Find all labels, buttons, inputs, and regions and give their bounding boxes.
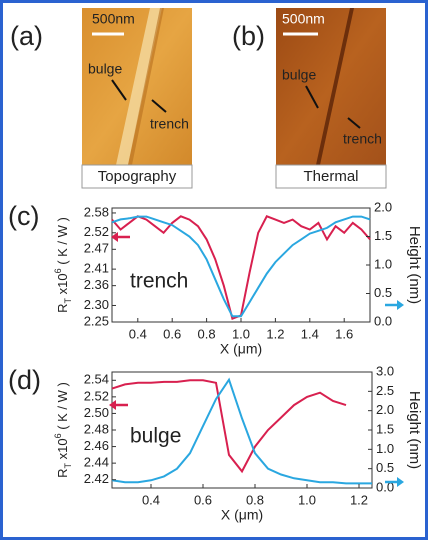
annotation: trench — [130, 270, 188, 293]
y-tick-label: 2.36 — [84, 277, 109, 292]
caption: Topography — [98, 168, 177, 185]
annotation: bulge — [88, 61, 122, 77]
x-axis-label: X (μm) — [220, 341, 262, 357]
y2-tick-label: 0.5 — [376, 460, 394, 475]
x-tick-label: 0.8 — [246, 492, 264, 507]
y2-tick-label: 3.0 — [376, 363, 394, 378]
x-axis-label: X (μm) — [221, 507, 263, 523]
y-tick-label: 2.41 — [84, 261, 109, 276]
x-tick-label: 0.6 — [194, 492, 212, 507]
axis-arrow-head — [397, 477, 404, 487]
figure: (a) 500nm bulge trench Topography (b) 50… — [0, 0, 428, 540]
page: {"images": [ {"label": "(a)", "scale": "… — [0, 0, 428, 540]
y-tick-label: 2.46 — [84, 438, 109, 453]
annotation: trench — [343, 131, 382, 147]
y-axis-label-part: x10 — [55, 438, 70, 463]
y2-tick-label: 2.0 — [376, 402, 394, 417]
x-tick-label: 0.8 — [198, 326, 216, 341]
x-tick-label: 0.4 — [142, 492, 160, 507]
y2-tick-label: 2.0 — [374, 199, 392, 214]
y-tick-label: 2.47 — [84, 241, 109, 256]
x-tick-label: 0.4 — [129, 326, 147, 341]
annotation: trench — [150, 116, 189, 132]
panel-label: (c) — [8, 201, 39, 231]
y-axis-label: RT x106 ( K / W ) — [53, 217, 73, 313]
y-tick-label: 2.44 — [84, 455, 109, 470]
y-axis-label-part: x10 — [55, 273, 70, 298]
y-tick-label: 2.50 — [84, 405, 109, 420]
annotation: bulge — [282, 67, 316, 83]
y-axis-label: RT x106 ( K / W ) — [53, 382, 73, 478]
axis-arrow-head — [397, 300, 404, 310]
y2-axis-label: Height (nm) — [406, 226, 423, 304]
x-tick-label: 1.0 — [232, 326, 250, 341]
x-tick-label: 0.6 — [163, 326, 181, 341]
y-axis-label-part: R — [55, 303, 70, 312]
data-line — [112, 216, 370, 318]
x-tick-label: 1.0 — [298, 492, 316, 507]
panel-label: (b) — [232, 21, 265, 51]
y-tick-label: 2.48 — [84, 421, 109, 436]
y2-tick-label: 1.0 — [376, 441, 394, 456]
y2-tick-label: 1.5 — [374, 228, 392, 243]
scale-label: 500nm — [92, 11, 135, 27]
y-tick-label: 2.25 — [84, 313, 109, 328]
x-tick-label: 1.2 — [350, 492, 368, 507]
x-tick-label: 1.6 — [335, 326, 353, 341]
y2-tick-label: 0.5 — [374, 285, 392, 300]
y-axis-label-part: R — [55, 468, 70, 477]
x-tick-label: 1.2 — [266, 326, 284, 341]
caption: Thermal — [303, 168, 358, 185]
y-tick-label: 2.54 — [84, 372, 109, 387]
y-tick-label: 2.58 — [84, 204, 109, 219]
y-axis-label-part: ( K / W ) — [55, 217, 70, 268]
panel-label: (a) — [10, 21, 43, 51]
y2-tick-label: 1.0 — [374, 256, 392, 271]
annotation: bulge — [130, 425, 181, 448]
scale-label: 500nm — [282, 11, 325, 27]
y-tick-label: 2.52 — [84, 388, 109, 403]
y2-tick-label: 1.5 — [376, 421, 394, 436]
y2-axis-label: Height (nm) — [406, 391, 423, 469]
y-tick-label: 2.42 — [84, 471, 109, 486]
y2-tick-label: 0.0 — [374, 313, 392, 328]
y-tick-label: 2.30 — [84, 297, 109, 312]
y-tick-label: 2.52 — [84, 224, 109, 239]
y-axis-label-part: ( K / W ) — [55, 382, 70, 433]
panel-label: (d) — [8, 365, 41, 395]
y2-tick-label: 2.5 — [376, 383, 394, 398]
x-tick-label: 1.4 — [301, 326, 319, 341]
